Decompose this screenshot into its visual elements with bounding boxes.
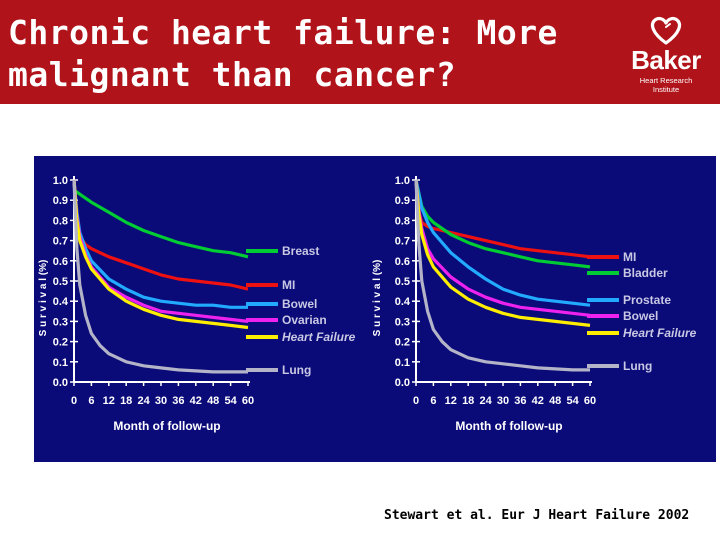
legend-label: Lung xyxy=(623,359,652,373)
series-line-mi xyxy=(414,179,591,259)
chart-2: 1.0 0.9 0.8 0.7 0.6 0.5 0.4 0.3 0.2 0.1 0.00 6 12 18 2… xyxy=(372,175,697,433)
series-line-prostate xyxy=(414,179,591,307)
y-tick-label: 0.6 xyxy=(53,256,68,268)
x-tick-label: 24 xyxy=(137,395,150,407)
legend-label: Prostate xyxy=(623,293,671,307)
x-tick-label: 54 xyxy=(224,395,237,407)
heart-icon xyxy=(650,16,682,45)
series-line-bowel xyxy=(414,179,591,317)
x-tick-label: 24 xyxy=(479,395,492,407)
y-tick-label: 0.3 xyxy=(53,316,68,328)
y-tick-label: 0.1 xyxy=(395,357,410,369)
legend-label: Breast xyxy=(282,244,319,258)
x-tick-label: 42 xyxy=(532,395,544,407)
x-tick-label: 42 xyxy=(190,395,202,407)
y-tick-label: 0.4 xyxy=(395,296,411,308)
legend-label: Bladder xyxy=(623,266,668,280)
series-line-mi xyxy=(72,179,249,291)
y-tick-label: 0.7 xyxy=(53,236,68,248)
legend-label: Lung xyxy=(282,363,311,377)
series-line-lung xyxy=(72,179,248,374)
legend-label: Bowel xyxy=(282,297,317,311)
x-tick-label: 30 xyxy=(497,395,509,407)
y-tick-label: 0.2 xyxy=(53,337,68,349)
legend-label: Ovarian xyxy=(282,313,327,327)
baker-logo: Baker Heart Research Institute xyxy=(626,14,706,94)
x-tick-label: 36 xyxy=(172,395,184,407)
legend-label: MI xyxy=(282,278,295,292)
x-tick-label: 0 xyxy=(413,395,419,407)
title-banner: Chronic heart failure: More malignant tha… xyxy=(0,0,720,104)
series-line-heart-failure xyxy=(414,179,591,327)
legend-label: MI xyxy=(623,250,636,264)
y-tick-label: 1.0 xyxy=(395,175,410,187)
y-tick-label: 0.9 xyxy=(395,195,410,207)
chart-1: 1.0 0.9 0.8 0.7 0.6 0.5 0.4 0.3 0.2 0.1 0.00 6 12 18 2… xyxy=(38,175,356,433)
y-tick-label: 0.9 xyxy=(53,195,68,207)
x-tick-label: 18 xyxy=(120,395,132,407)
title-line-2: malignant than cancer? xyxy=(8,55,457,94)
survival-charts: 1.00.90.80.70.60.50.40.30.20.10.00 6 12 18 2… xyxy=(38,175,697,433)
x-tick-label: 0 xyxy=(71,395,77,407)
survival-charts-panel: 1.0 0.9 0.8 0.7 0.6 0.5 0.4 0.3 0.2 0.1 0.0 0 6 12 18 2… xyxy=(34,156,716,462)
x-tick-label: 48 xyxy=(549,395,561,407)
citation: Stewart et al. Eur J Heart Failure 2002 xyxy=(384,508,690,523)
x-axis-label: Month of follow-up xyxy=(455,419,562,433)
y-tick-label: 0.4 xyxy=(53,296,69,308)
series-line-bladder xyxy=(414,179,591,269)
x-axis-label: Month of follow-up xyxy=(113,419,220,433)
x-tick-label: 18 xyxy=(462,395,474,407)
series-line-breast xyxy=(73,188,249,259)
x-tick-label: 54 xyxy=(566,395,579,407)
legend-label: Heart Failure xyxy=(282,330,356,344)
slide-title: Chronic heart failure: More malignant tha… xyxy=(8,12,558,96)
x-tick-label: 60 xyxy=(242,395,254,407)
logo-subtitle: Heart Research Institute xyxy=(639,76,693,94)
x-tick-label: 48 xyxy=(207,395,219,407)
y-tick-label: 0.7 xyxy=(395,236,410,248)
y-tick-label: 0.2 xyxy=(395,337,410,349)
series-line-heart-failure xyxy=(72,179,249,330)
y-tick-label: 0.0 xyxy=(395,377,410,389)
x-tick-label: 30 xyxy=(155,395,167,407)
y-tick-label: 0.0 xyxy=(53,377,68,389)
series-line-bowel xyxy=(72,179,248,309)
x-tick-label: 12 xyxy=(103,395,115,407)
logo-name: Baker xyxy=(631,45,701,75)
x-tick-label: 6 xyxy=(88,395,94,407)
x-tick-label: 60 xyxy=(584,395,596,407)
y-tick-label: 1.0 xyxy=(53,175,68,187)
legend-label: Heart Failure xyxy=(623,326,697,340)
title-line-1: Chronic heart failure: More xyxy=(8,13,558,52)
y-tick-label: 0.8 xyxy=(395,215,410,227)
y-axis-label: S u r v i v a l (%) xyxy=(38,260,49,337)
y-tick-label: 0.1 xyxy=(53,357,68,369)
y-tick-label: 0.8 xyxy=(53,215,68,227)
y-tick-label: 0.5 xyxy=(395,276,410,288)
legend-label: Bowel xyxy=(623,309,658,323)
x-tick-label: 6 xyxy=(430,395,436,407)
x-tick-label: 12 xyxy=(445,395,457,407)
y-tick-label: 0.5 xyxy=(53,276,68,288)
y-axis-label: S u r v i v a l (%) xyxy=(372,260,383,337)
x-tick-label: 36 xyxy=(514,395,526,407)
series-line-lung xyxy=(414,179,590,372)
y-tick-label: 0.6 xyxy=(395,256,410,268)
y-tick-label: 0.3 xyxy=(395,316,410,328)
